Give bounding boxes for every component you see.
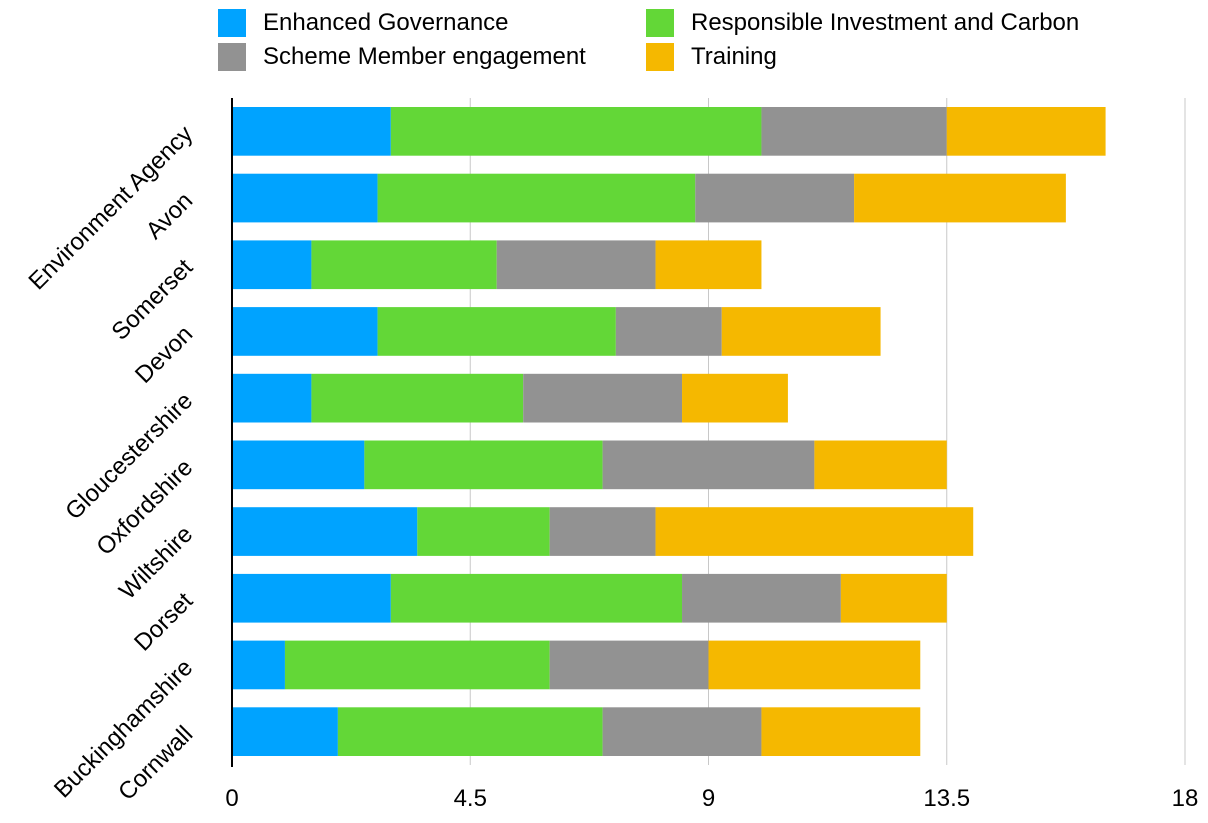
bar-oxfordshire-enhanced-governance (232, 440, 365, 490)
legend: Enhanced Governance Scheme Member engage… (218, 8, 1178, 78)
bar-avon-training (854, 173, 1066, 223)
legend-label-responsible-investment: Responsible Investment and Carbon (691, 9, 1080, 36)
bar-gloucestershire-scheme-member-engagement (523, 373, 683, 423)
legend-item-scheme-member-engagement: Scheme Member engagement (218, 42, 586, 72)
x-tick-label-3: 13.5 (923, 785, 970, 812)
bar-wiltshire-enhanced-governance (232, 507, 418, 556)
bar-somerset-responsible-investment-and-carbon (311, 240, 497, 290)
bar-dorset-enhanced-governance (232, 573, 391, 623)
x-tick-labels: 0 4.5 9 13.5 18 (225, 785, 1198, 812)
bar-buckinghamshire-responsible-investment-and-carbon (284, 640, 550, 690)
bar-dorset-scheme-member-engagement (682, 573, 841, 623)
bar-somerset-training (655, 240, 762, 290)
bar-somerset-scheme-member-engagement (496, 240, 656, 290)
bar-wiltshire-training (655, 507, 974, 556)
legend-item-training: Training (646, 42, 777, 72)
bar-oxfordshire-responsible-investment-and-carbon (364, 440, 603, 490)
bar-buckinghamshire-enhanced-governance (232, 640, 285, 690)
bar-environment-agency-responsible-investment-and-carbon (390, 107, 762, 156)
bar-environment-agency-scheme-member-engagement (761, 107, 947, 156)
bar-cornwall-responsible-investment-and-carbon (337, 707, 603, 756)
legend-swatch-scheme-member-engagement (218, 43, 246, 71)
legend-item-responsible-investment: Responsible Investment and Carbon (646, 8, 1079, 38)
bar-buckinghamshire-training (708, 640, 921, 690)
bars (232, 107, 1106, 756)
legend-swatch-enhanced-governance (218, 9, 246, 37)
bar-somerset-enhanced-governance (232, 240, 312, 290)
x-tick-label-0: 0 (225, 785, 238, 812)
bar-gloucestershire-enhanced-governance (232, 373, 312, 423)
bar-wiltshire-scheme-member-engagement (549, 507, 656, 556)
bar-devon-scheme-member-engagement (615, 307, 722, 356)
bar-wiltshire-responsible-investment-and-carbon (417, 507, 550, 556)
bar-cornwall-scheme-member-engagement (602, 707, 762, 756)
legend-label-enhanced-governance: Enhanced Governance (263, 9, 509, 36)
category-label-avon: Avon (141, 187, 198, 244)
x-tick-label-1: 4.5 (454, 785, 487, 812)
legend-item-enhanced-governance: Enhanced Governance (218, 8, 509, 38)
bar-cornwall-training (761, 707, 921, 756)
bar-avon-enhanced-governance (232, 173, 378, 223)
bar-dorset-training (840, 573, 947, 623)
category-labels: Environment AgencyAvonSomersetDevonGlouc… (23, 121, 198, 806)
bar-oxfordshire-scheme-member-engagement (602, 440, 815, 490)
x-tick-label-2: 9 (702, 785, 715, 812)
legend-swatch-responsible-investment (646, 9, 674, 37)
legend-label-training: Training (691, 43, 777, 70)
legend-label-scheme-member-engagement: Scheme Member engagement (263, 43, 586, 70)
legend-swatch-training (646, 43, 674, 71)
bar-cornwall-enhanced-governance (232, 707, 338, 756)
bar-gloucestershire-training (682, 373, 788, 423)
bar-devon-responsible-investment-and-carbon (377, 307, 616, 356)
bar-buckinghamshire-scheme-member-engagement (549, 640, 709, 690)
x-tick-label-4: 18 (1172, 785, 1199, 812)
bar-environment-agency-enhanced-governance (232, 107, 391, 156)
bar-devon-enhanced-governance (232, 307, 378, 356)
bar-gloucestershire-responsible-investment-and-carbon (311, 373, 524, 423)
bar-avon-scheme-member-engagement (695, 173, 855, 223)
bar-devon-training (721, 307, 881, 356)
bar-environment-agency-training (946, 107, 1106, 156)
bar-avon-responsible-investment-and-carbon (377, 173, 696, 223)
bar-oxfordshire-training (814, 440, 947, 490)
bar-dorset-responsible-investment-and-carbon (390, 573, 683, 623)
